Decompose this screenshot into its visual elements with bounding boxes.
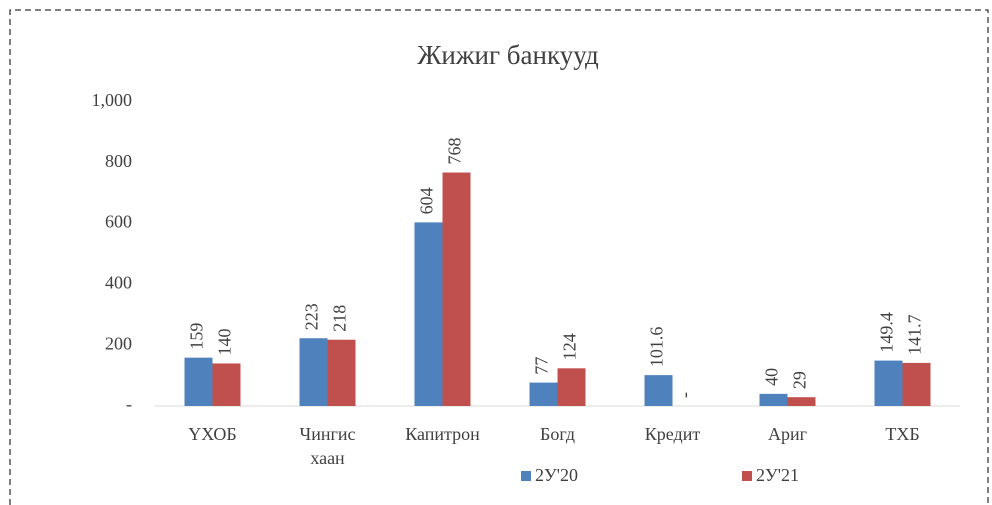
x-tick-label: Капитрон — [405, 424, 480, 444]
bar — [299, 338, 328, 406]
legend-label: 2У'21 — [756, 465, 799, 485]
data-label: 149.4 — [877, 312, 897, 353]
bar — [414, 222, 443, 406]
data-label: 768 — [445, 138, 465, 165]
x-tick-label: Кредит — [644, 424, 701, 444]
data-label: 101.6 — [647, 327, 667, 368]
legend-swatch — [521, 471, 531, 481]
y-tick-label: 600 — [105, 212, 132, 232]
data-label: 604 — [417, 187, 437, 214]
y-tick-label: - — [126, 394, 132, 414]
y-tick-label: 400 — [105, 273, 132, 293]
bar — [529, 382, 558, 406]
data-label: 141.7 — [905, 314, 925, 355]
data-label: - — [675, 392, 695, 398]
y-tick-label: 200 — [105, 333, 132, 353]
legend-label: 2У'20 — [535, 465, 578, 485]
x-tick-label: ТХБ — [885, 424, 920, 444]
data-label: 140 — [215, 328, 235, 355]
data-label: 124 — [560, 333, 580, 360]
x-tick-label: ҮХОБ — [188, 424, 237, 444]
y-tick-label: 800 — [105, 151, 132, 171]
data-label: 223 — [302, 303, 322, 330]
data-label: 77 — [532, 357, 552, 375]
y-tick-label: 1,000 — [92, 90, 133, 110]
chart-title: Жижиг банкууд — [417, 40, 599, 70]
bar — [787, 397, 816, 406]
data-label: 40 — [762, 368, 782, 386]
bar — [759, 393, 788, 406]
data-label: 159 — [187, 323, 207, 350]
bar — [644, 375, 673, 406]
x-tick-label: Богд — [540, 424, 575, 444]
x-tick-label: Чингис хаан — [299, 424, 356, 468]
bar — [327, 339, 356, 406]
bar — [442, 172, 471, 406]
frame — [9, 9, 989, 505]
bar — [874, 360, 903, 406]
bar — [212, 363, 241, 406]
bar — [557, 368, 586, 406]
bar — [902, 362, 931, 406]
legend-swatch — [742, 471, 752, 481]
bar — [184, 357, 213, 406]
data-label: 218 — [330, 305, 350, 332]
data-label: 29 — [790, 371, 810, 389]
x-tick-label: Ариг — [767, 424, 808, 444]
